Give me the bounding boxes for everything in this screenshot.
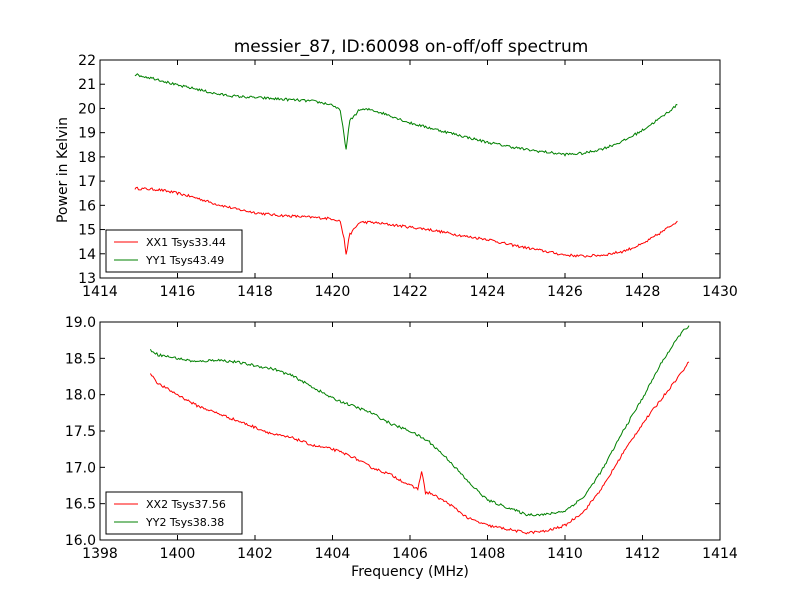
x-axis-label: Frequency (MHz) [351, 564, 469, 580]
bottom-x-tick-label: 1408 [470, 546, 506, 562]
bottom-x-tick-label: 1402 [237, 546, 273, 562]
bottom-legend-label-1: XX2 Tsys37.56 [146, 498, 226, 511]
bottom-panel: 1398 1400 1402 1404 1406 1408 1410 1412 1414 16.0… [65, 315, 738, 562]
top-y-tick-label: 20 [78, 101, 96, 117]
bottom-legend: XX2 Tsys37.56 YY2 Tsys38.38 [105, 491, 243, 535]
bottom-legend-box [105, 491, 243, 535]
bottom-y-tick-label: 16.5 [65, 497, 96, 513]
bottom-y-tick-label: 16.0 [65, 533, 96, 549]
top-legend-label-1: XX1 Tsys33.44 [146, 236, 226, 249]
top-series-line-2 [134, 73, 678, 157]
bottom-y-tick-label: 19.0 [65, 315, 96, 331]
bottom-legend-label-2: YY2 Tsys38.38 [145, 516, 224, 529]
top-legend: XX1 Tsys33.44 YY1 Tsys43.49 [105, 229, 243, 273]
top-y-tick-label: 19 [78, 126, 96, 142]
top-legend-label-2: YY1 Tsys43.49 [145, 254, 224, 267]
top-x-tick-label: 1414 [82, 284, 118, 300]
bottom-x-tick-label: 1398 [82, 546, 118, 562]
bottom-y-tick-label: 18.5 [65, 351, 96, 367]
bottom-x-tick-label: 1406 [392, 546, 428, 562]
top-y-tick-label: 16 [78, 198, 96, 214]
top-y-tick-label: 22 [78, 53, 96, 69]
chart-title: messier_87, ID:60098 on-off/off spectrum [234, 37, 589, 57]
top-y-tick-label: 18 [78, 150, 96, 166]
top-x-tick-label: 1418 [237, 284, 273, 300]
top-x-tick-label: 1430 [702, 284, 738, 300]
bottom-x-tick-label: 1414 [702, 546, 738, 562]
top-x-tick-label: 1424 [470, 284, 506, 300]
bottom-x-tick-label: 1400 [160, 546, 196, 562]
bottom-series-line-1 [149, 361, 690, 535]
top-y-tick-label: 21 [78, 77, 96, 93]
top-y-tick-label: 17 [78, 174, 96, 190]
bottom-series-line-2 [149, 325, 690, 517]
bottom-y-tick-label: 17.5 [65, 424, 96, 440]
bottom-x-tick-label: 1412 [625, 546, 661, 562]
y-axis-label: Power in Kelvin [55, 117, 71, 223]
bottom-y-tick-label: 18.0 [65, 388, 96, 404]
top-y-tick-label: 14 [78, 247, 96, 263]
top-series-line-1 [134, 186, 678, 258]
top-x-tick-label: 1416 [160, 284, 196, 300]
top-x-tick-label: 1428 [625, 284, 661, 300]
top-panel: 1414 1416 1418 1420 1422 1424 1426 1428 14301314… [78, 53, 738, 300]
bottom-x-tick-label: 1404 [315, 546, 351, 562]
top-x-tick-label: 1420 [315, 284, 351, 300]
top-x-tick-label: 1426 [547, 284, 583, 300]
top-x-tick-label: 1422 [392, 284, 428, 300]
top-legend-box [105, 229, 243, 273]
top-y-tick-label: 13 [78, 271, 96, 287]
bottom-x-tick-label: 1410 [547, 546, 583, 562]
top-y-tick-label: 15 [78, 223, 96, 239]
bottom-y-tick-label: 17.0 [65, 460, 96, 476]
